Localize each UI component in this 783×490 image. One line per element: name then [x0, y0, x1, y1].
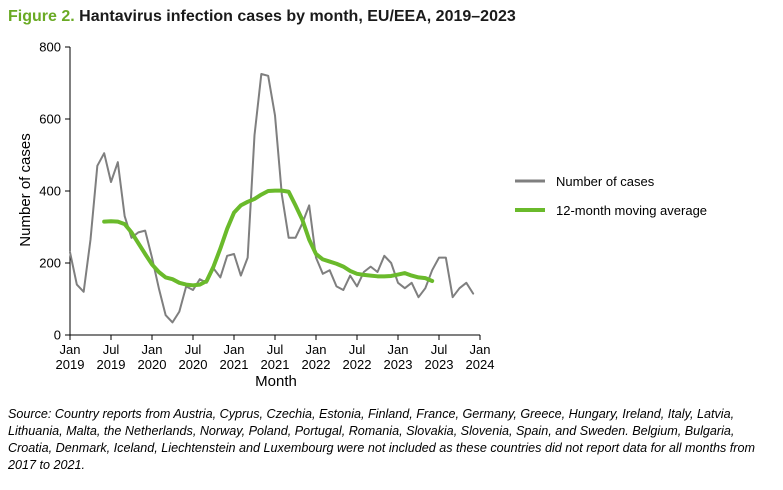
legend-label-cases: Number of cases: [556, 174, 655, 189]
x-tick-label-month: Jan: [388, 342, 409, 357]
x-ticks: Jan2019Jul2019Jan2020Jul2020Jan2021Jul20…: [56, 335, 495, 372]
x-tick-label-month: Jul: [431, 342, 448, 357]
x-tick-label-month: Jul: [349, 342, 366, 357]
x-tick-label-month: Jan: [60, 342, 81, 357]
figure-title: Figure 2. Hantavirus infection cases by …: [8, 8, 516, 26]
x-tick-label-year: 2019: [97, 357, 126, 372]
y-tick-label: 400: [39, 184, 61, 199]
x-tick-label-month: Jul: [267, 342, 284, 357]
x-tick-label-year: 2021: [261, 357, 290, 372]
x-tick-label-month: Jan: [142, 342, 163, 357]
y-tick-label: 0: [54, 328, 61, 343]
series-number-of-cases: [69, 73, 475, 324]
legend-item-cases: Number of cases: [515, 174, 655, 189]
x-tick-label-month: Jul: [185, 342, 202, 357]
legend-label-moving-average: 12-month moving average: [556, 203, 707, 218]
x-tick-label-year: 2024: [466, 357, 495, 372]
x-tick-label-year: 2020: [179, 357, 208, 372]
x-tick-label-year: 2023: [384, 357, 413, 372]
x-tick-label-month: Jan: [470, 342, 491, 357]
legend-item-moving-average: 12-month moving average: [515, 203, 707, 218]
x-tick-label-year: 2023: [425, 357, 454, 372]
figure-title-text: Hantavirus infection cases by month, EU/…: [79, 8, 516, 25]
x-tick-label-year: 2022: [343, 357, 372, 372]
figure-label: Figure 2.: [8, 8, 75, 25]
x-axis-label: Month: [255, 373, 297, 390]
y-axis-label: Number of cases: [17, 133, 34, 246]
legend: Number of cases 12-month moving average: [515, 174, 707, 218]
x-tick-label-year: 2022: [302, 357, 331, 372]
x-tick-label-month: Jan: [224, 342, 245, 357]
y-tick-label: 200: [39, 256, 61, 271]
x-tick-label-month: Jan: [306, 342, 327, 357]
series-12-month-moving-average: [102, 188, 435, 288]
y-tick-label: 800: [39, 40, 61, 55]
series-layer: [69, 73, 475, 324]
x-tick-label-year: 2021: [220, 357, 249, 372]
y-tick-label: 600: [39, 112, 61, 127]
y-ticks: 0 200 400 600 800: [39, 40, 70, 343]
x-tick-label-month: Jul: [103, 342, 120, 357]
x-tick-label-year: 2020: [138, 357, 167, 372]
x-tick-label-year: 2019: [56, 357, 85, 372]
source-note: Source: Country reports from Austria, Cy…: [8, 407, 755, 472]
